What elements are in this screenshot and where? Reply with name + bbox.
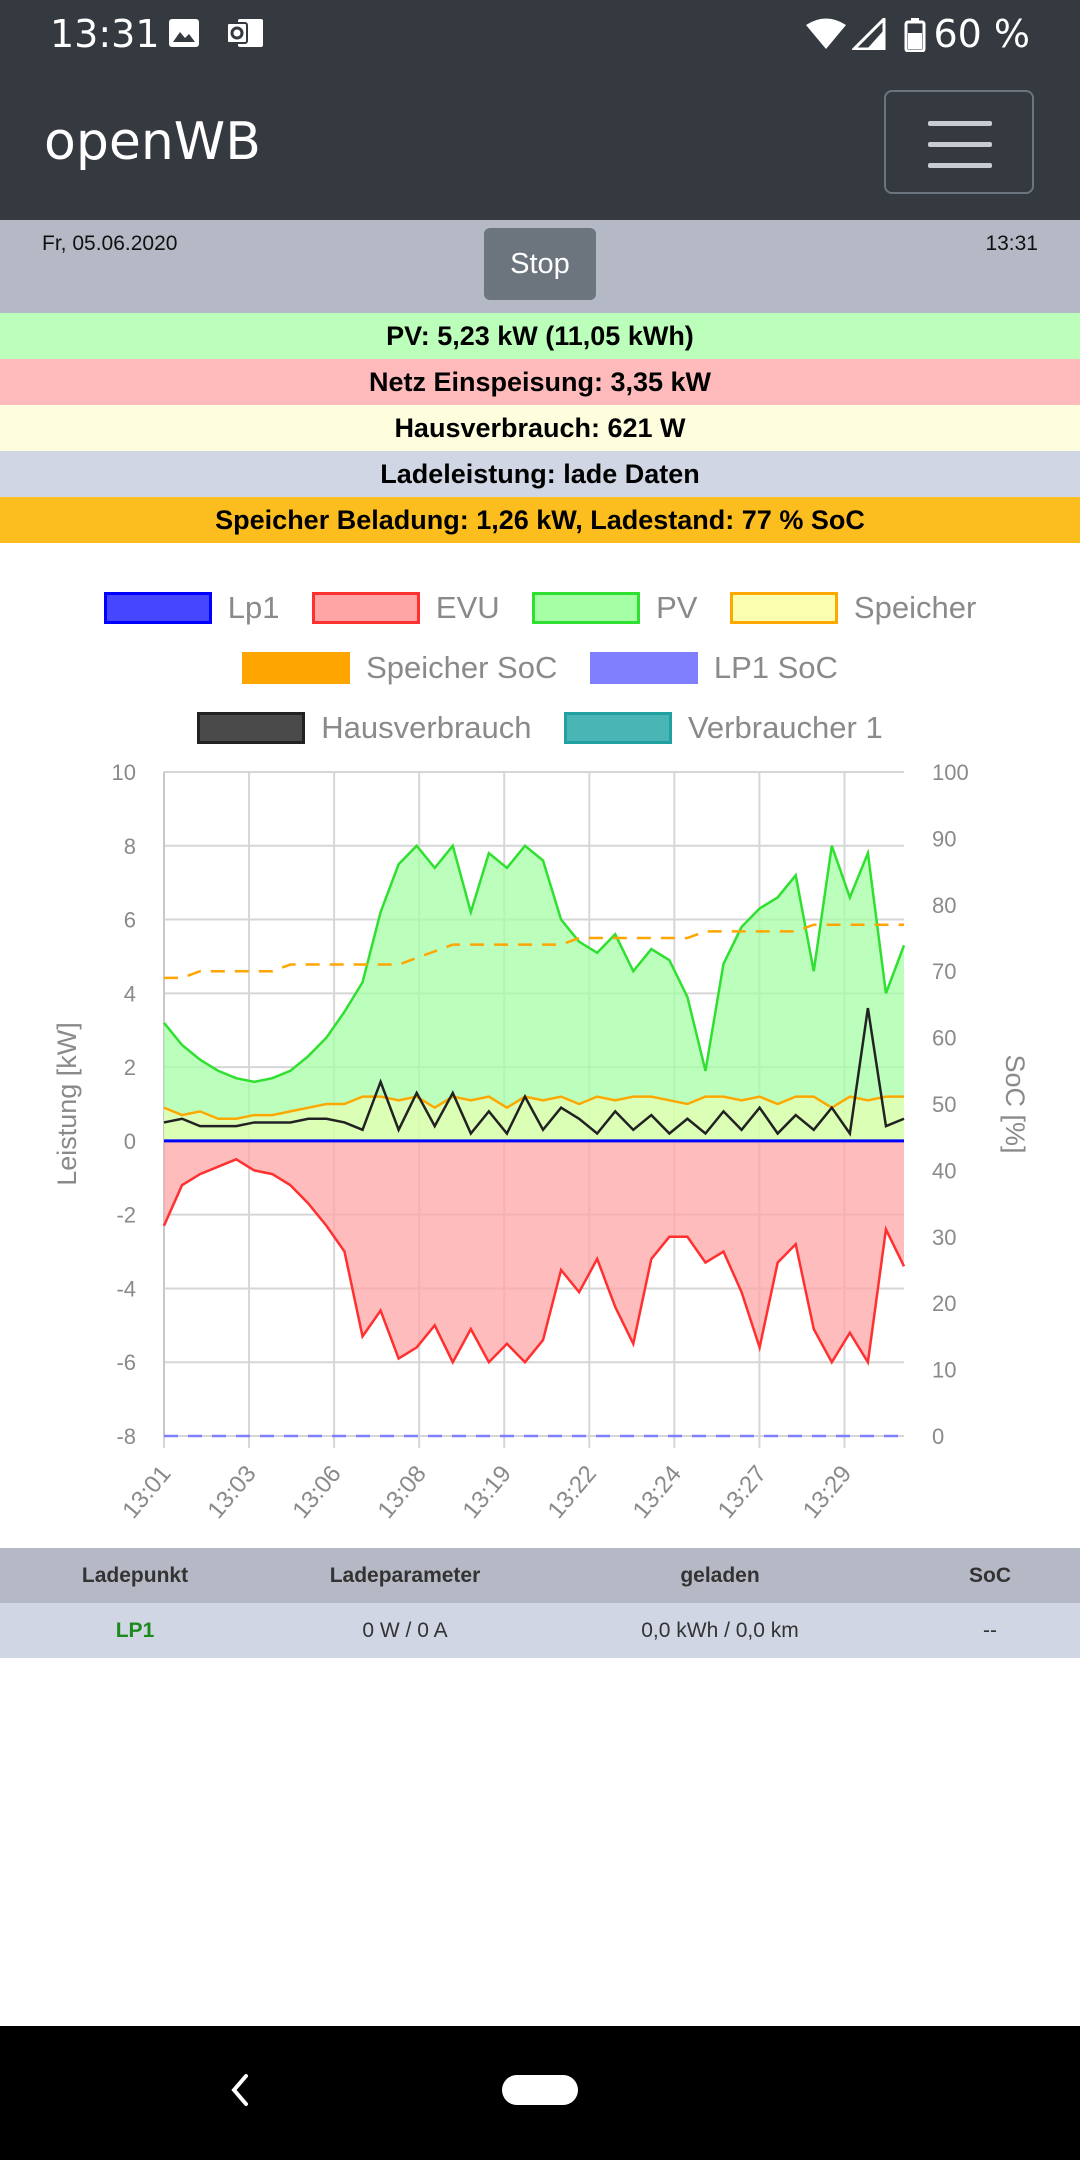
pv-line xyxy=(163,843,906,1084)
y-tick-label: -6 xyxy=(116,1350,136,1375)
status-time: 13:31 xyxy=(50,12,160,56)
geladen-value: 0,0 kWh / 0,0 km xyxy=(641,1619,799,1642)
legend-item-pv[interactable]: PV xyxy=(532,590,697,626)
table-header: Ladepunkt Ladeparameter geladen SoC xyxy=(0,1548,1080,1603)
y-axis-label: Leistung [kW] xyxy=(52,1022,82,1186)
battery-level: 60 % xyxy=(933,12,1030,56)
evu-area xyxy=(164,1140,904,1363)
x-tick-label: 13:19 xyxy=(458,1461,517,1524)
legend-item-verbraucher-1[interactable]: Verbraucher 1 xyxy=(563,710,883,746)
wifi-icon xyxy=(806,18,846,55)
hamburger-icon xyxy=(928,121,992,126)
menu-toggle-button[interactable] xyxy=(884,90,1034,194)
x-tick-label: 13:27 xyxy=(713,1461,772,1524)
y-tick-label: 0 xyxy=(124,1129,136,1154)
cell-signal-icon xyxy=(850,15,886,55)
outlook-notification-icon xyxy=(226,18,264,53)
info-bar: Fr, 05.06.2020 Stop 13:31 xyxy=(0,220,1080,313)
y-tick-label: 8 xyxy=(124,834,136,859)
netz-summary: Netz Einspeisung: 3,35 kW xyxy=(0,359,1080,405)
back-icon[interactable] xyxy=(224,2070,254,2115)
date-label: Fr, 05.06.2020 xyxy=(42,232,178,255)
y2-tick-label: 90 xyxy=(932,826,956,851)
y2-axis-label: SoC [%] xyxy=(1000,1054,1030,1153)
stop-button[interactable]: Stop xyxy=(484,228,596,300)
y2-tick-label: 60 xyxy=(932,1026,956,1051)
legend-swatch xyxy=(532,592,641,624)
app-navbar: openWB xyxy=(0,66,1080,220)
power-chart: 1086420-2-4-6-8100908070605040302010013:… xyxy=(52,760,1030,1524)
legend-item-speicher-soc[interactable]: Speicher SoC xyxy=(242,650,557,686)
y2-tick-label: 50 xyxy=(932,1092,956,1117)
x-tick-label: 13:29 xyxy=(798,1461,857,1524)
y-tick-label: -8 xyxy=(116,1424,136,1449)
ladeparameter-value: 0 W / 0 A xyxy=(362,1619,448,1642)
y2-tick-label: 0 xyxy=(932,1424,944,1449)
legend-item-lp1[interactable]: Lp1 xyxy=(103,590,279,626)
column-header: Ladepunkt xyxy=(81,1564,189,1587)
y2-tick-label: 70 xyxy=(932,959,956,984)
home-button[interactable] xyxy=(502,2075,578,2105)
legend-swatch xyxy=(103,592,212,624)
legend-swatch xyxy=(242,652,351,684)
x-tick-label: 13:03 xyxy=(202,1461,261,1524)
hausverbrauch-summary: Hausverbrauch: 621 W xyxy=(0,405,1080,451)
legend-row: Lp1 EVU PV Speicher xyxy=(0,590,1080,626)
legend-swatch xyxy=(311,592,420,624)
legend-row: Hausverbrauch Verbraucher 1 xyxy=(0,710,1080,746)
legend-item-lp1-soc[interactable]: LP1 SoC xyxy=(589,650,838,686)
y2-tick-label: 20 xyxy=(932,1291,956,1316)
y2-tick-label: 40 xyxy=(932,1158,956,1183)
table-row[interactable]: LP1 0 W / 0 A 0,0 kWh / 0,0 km -- xyxy=(0,1603,1080,1658)
legend-item-evu[interactable]: EVU xyxy=(311,590,500,626)
legend-swatch xyxy=(729,592,838,624)
x-tick-label: 13:08 xyxy=(372,1461,431,1524)
ladeleistung-summary: Ladeleistung: lade Daten xyxy=(0,451,1080,497)
battery-icon xyxy=(904,18,926,57)
speicher-summary: Speicher Beladung: 1,26 kW, Ladestand: 7… xyxy=(0,497,1080,543)
pv-area xyxy=(164,845,904,1141)
hausverbrauch-line xyxy=(163,1007,905,1137)
speicher-area xyxy=(164,1096,904,1141)
legend-item-speicher[interactable]: Speicher xyxy=(729,590,976,626)
pv-summary: PV: 5,23 kW (11,05 kWh) xyxy=(0,313,1080,359)
legend-swatch xyxy=(197,712,306,744)
column-header: SoC xyxy=(969,1564,1011,1587)
y2-tick-label: 10 xyxy=(932,1358,956,1383)
app-title[interactable]: openWB xyxy=(44,112,261,172)
y-tick-label: -4 xyxy=(116,1276,136,1301)
evu-line xyxy=(162,1157,906,1366)
ladepunkt-name[interactable]: LP1 xyxy=(115,1619,155,1642)
legend-swatch xyxy=(563,712,672,744)
column-header: geladen xyxy=(680,1564,760,1587)
speicher-line xyxy=(163,1095,904,1121)
x-tick-label: 13:24 xyxy=(628,1461,687,1524)
y2-tick-label: 30 xyxy=(932,1225,956,1250)
column-header: Ladeparameter xyxy=(329,1564,481,1587)
legend-item-hausverbrauch[interactable]: Hausverbrauch xyxy=(197,710,532,746)
y2-tick-label: 100 xyxy=(932,760,969,785)
y-tick-label: 10 xyxy=(112,760,136,785)
image-notification-icon xyxy=(168,18,200,53)
legend-row: Speicher SoC LP1 SoC xyxy=(0,650,1080,686)
x-tick-label: 13:06 xyxy=(287,1461,346,1524)
x-tick-label: 13:01 xyxy=(117,1461,176,1524)
y2-tick-label: 80 xyxy=(932,893,956,918)
clock-label: 13:31 xyxy=(985,232,1038,255)
y-tick-label: 2 xyxy=(124,1055,136,1080)
system-nav-bar xyxy=(0,2026,1080,2160)
speicher-soc-line xyxy=(164,923,904,980)
y-tick-label: -2 xyxy=(116,1203,136,1228)
status-bar: 13:31 60 % xyxy=(0,0,1080,66)
y-tick-label: 6 xyxy=(124,908,136,933)
y-tick-label: 4 xyxy=(124,981,136,1006)
x-tick-label: 13:22 xyxy=(543,1461,602,1524)
soc-value: -- xyxy=(983,1619,997,1642)
legend-swatch xyxy=(589,652,698,684)
